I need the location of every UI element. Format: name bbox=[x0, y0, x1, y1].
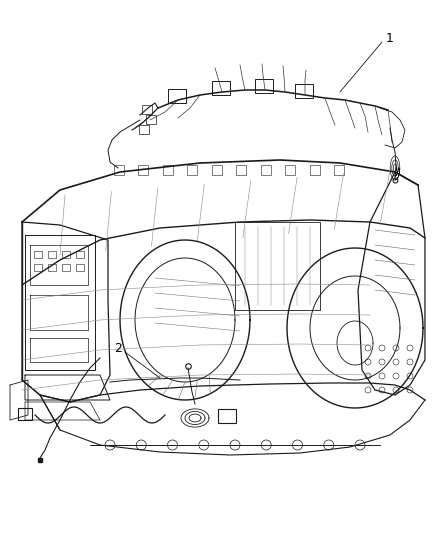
Bar bbox=[334, 165, 344, 175]
Bar bbox=[146, 115, 156, 124]
Bar bbox=[236, 165, 246, 175]
Bar bbox=[255, 79, 273, 93]
Bar bbox=[138, 165, 148, 175]
Bar bbox=[76, 264, 84, 271]
Bar bbox=[261, 165, 271, 175]
Bar bbox=[18, 408, 32, 420]
Bar bbox=[62, 251, 70, 258]
Bar bbox=[285, 165, 295, 175]
Bar bbox=[218, 409, 236, 423]
Bar bbox=[139, 125, 149, 134]
Bar bbox=[62, 264, 70, 271]
Bar bbox=[212, 165, 222, 175]
Bar bbox=[168, 89, 186, 103]
Bar bbox=[48, 264, 56, 271]
Bar bbox=[34, 251, 42, 258]
Text: 1: 1 bbox=[386, 31, 394, 44]
Bar bbox=[187, 165, 198, 175]
Bar bbox=[295, 84, 313, 98]
Bar bbox=[114, 165, 124, 175]
Text: 2: 2 bbox=[114, 342, 122, 354]
Bar bbox=[48, 251, 56, 258]
Bar bbox=[310, 165, 320, 175]
Bar bbox=[76, 251, 84, 258]
Bar bbox=[34, 264, 42, 271]
Bar bbox=[142, 105, 152, 114]
Bar bbox=[163, 165, 173, 175]
Bar bbox=[212, 81, 230, 95]
